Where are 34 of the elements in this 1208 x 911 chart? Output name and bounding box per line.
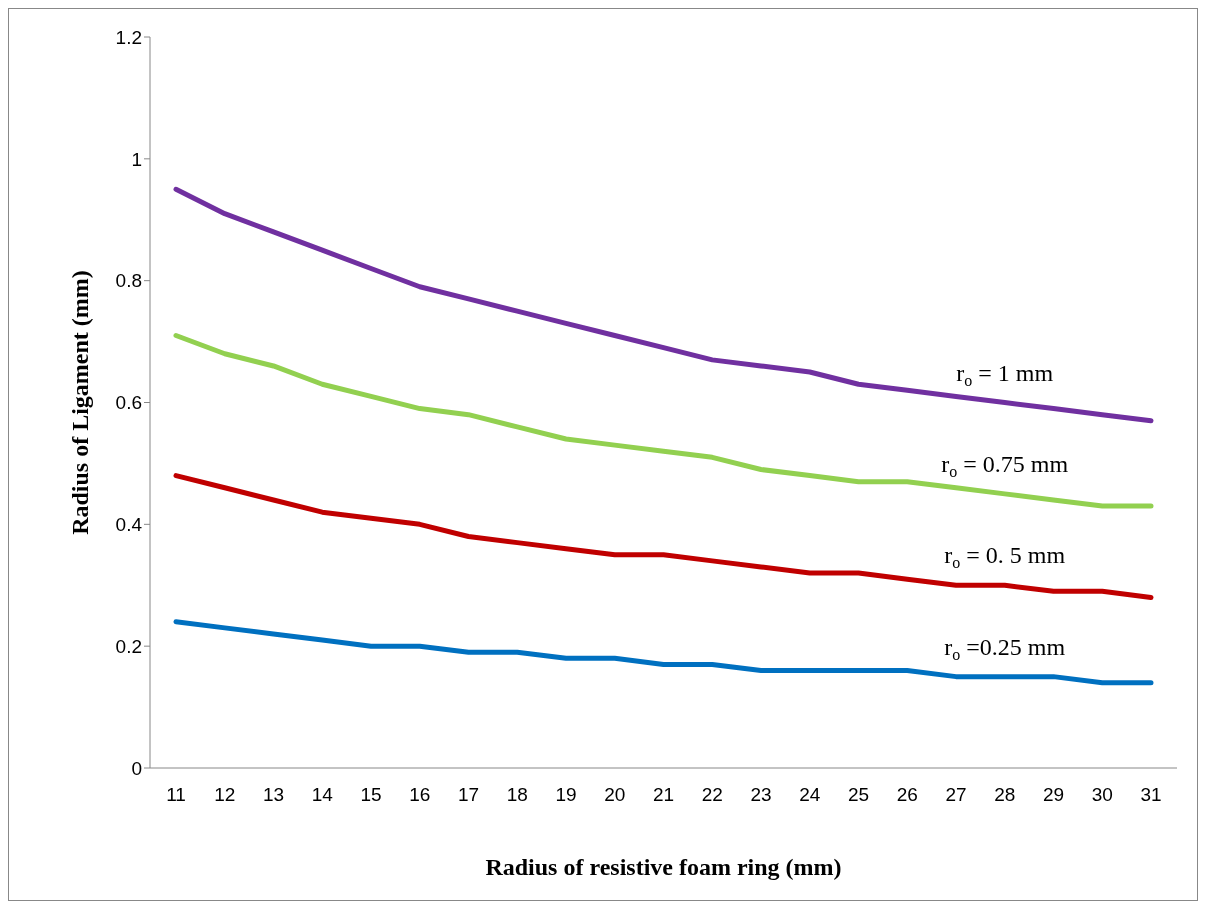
y-tick-label: 0 bbox=[131, 757, 142, 779]
x-tick-label: 21 bbox=[652, 784, 675, 806]
x-tick-label: 23 bbox=[750, 784, 772, 806]
x-tick-label: 20 bbox=[604, 784, 626, 806]
x-tick-label: 11 bbox=[166, 784, 186, 806]
x-axis-title: Radius of resistive foam ring (mm) bbox=[485, 854, 842, 880]
y-tick-label: 0.2 bbox=[115, 635, 142, 657]
x-tick-label: 25 bbox=[847, 784, 870, 806]
x-tick-label: 26 bbox=[896, 784, 918, 806]
x-tick-label: 15 bbox=[360, 784, 382, 806]
series-label: r$_{o}$ =0.25 mm bbox=[944, 633, 1066, 663]
x-tick-label: 22 bbox=[701, 784, 723, 806]
x-tick-label: 18 bbox=[506, 784, 528, 806]
x-tick-label: 13 bbox=[262, 784, 285, 806]
x-tick-label: 17 bbox=[457, 784, 480, 806]
x-tick-label: 31 bbox=[1140, 784, 1162, 806]
x-tick-label: 12 bbox=[214, 784, 236, 806]
y-tick-label: 1 bbox=[131, 148, 142, 170]
x-tick-label: 29 bbox=[1042, 784, 1065, 806]
y-axis-title: Radius of Ligament (mm) bbox=[67, 270, 93, 535]
series-label: r$_{o}$ = 0. 5 mm bbox=[944, 542, 1066, 572]
series-label: r$_{o}$ = 0.75 mm bbox=[941, 450, 1069, 480]
x-tick-label: 19 bbox=[555, 784, 577, 806]
y-tick-label: 0.4 bbox=[115, 514, 143, 536]
y-tick-label: 1.2 bbox=[115, 26, 142, 48]
x-tick-label: 30 bbox=[1091, 784, 1113, 806]
x-tick-label: 28 bbox=[994, 784, 1016, 806]
x-tick-label: 14 bbox=[311, 784, 334, 806]
x-tick-label: 16 bbox=[409, 784, 431, 806]
x-tick-label: 24 bbox=[799, 784, 821, 806]
series-label: r$_{o}$ = 1 mm bbox=[956, 359, 1054, 389]
y-tick-label: 0.8 bbox=[115, 270, 142, 292]
y-tick-label: 0.6 bbox=[115, 392, 142, 414]
x-tick-label: 27 bbox=[945, 784, 967, 806]
